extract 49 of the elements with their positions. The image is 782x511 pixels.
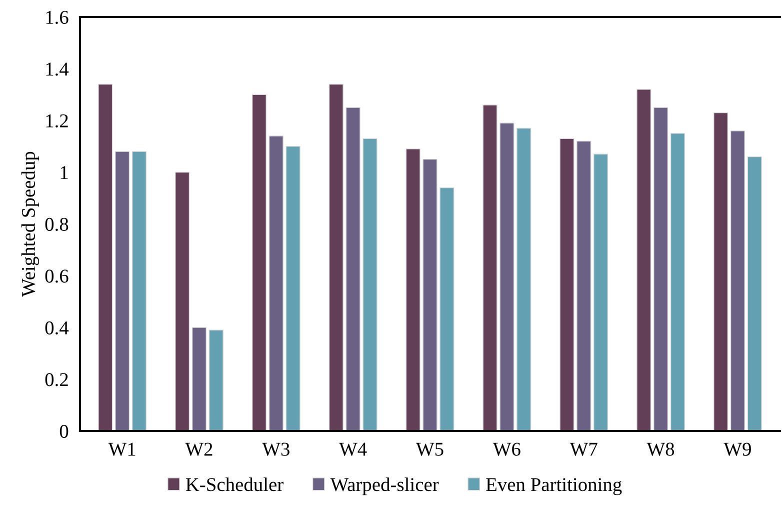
x-tick-label: W7 (570, 442, 598, 456)
bar (252, 94, 267, 431)
bar (208, 330, 224, 431)
bar (653, 107, 668, 431)
y-tick-label: 1.4 (46, 62, 69, 76)
bar (98, 84, 113, 431)
bar (516, 128, 532, 431)
bar (440, 187, 454, 431)
bar (670, 133, 685, 431)
bar (132, 151, 147, 431)
bar (115, 151, 130, 431)
x-tick-label: W9 (724, 442, 751, 456)
y-tick-label: 1.6 (46, 10, 68, 24)
y-tick-label: 0.2 (45, 373, 68, 386)
legend-label: K-Scheduler (186, 477, 284, 492)
bar (192, 327, 207, 431)
x-tick-label: W5 (416, 442, 444, 456)
bar (560, 138, 574, 431)
x-tick-label: W3 (262, 442, 290, 456)
y-tick-label: 0.4 (45, 321, 69, 335)
bar (346, 107, 360, 431)
bar (713, 112, 728, 431)
bar (576, 140, 592, 431)
y-tick-label: 1.2 (46, 114, 68, 128)
legend-label: Warped-slicer (330, 477, 439, 496)
y-tick-label: 0 (60, 424, 68, 438)
y-axis-title: Weighted Speedup (21, 152, 40, 297)
bar (482, 104, 498, 431)
x-tick-label: W8 (646, 442, 674, 456)
bar (730, 130, 745, 431)
bar (422, 158, 438, 431)
bar (406, 148, 420, 431)
bar (362, 138, 378, 431)
bar (593, 154, 608, 431)
y-tick-label: 0.8 (45, 218, 68, 232)
bar (636, 89, 652, 431)
x-tick-label: W1 (108, 442, 136, 456)
bar (500, 122, 514, 431)
bar (747, 156, 762, 431)
legend-label: Even Partitioning (486, 478, 622, 496)
x-tick-label: W2 (185, 442, 212, 456)
y-tick-label: 0.6 (45, 270, 68, 283)
y-tick-label: 1 (60, 166, 68, 179)
x-tick-label: W6 (492, 442, 520, 456)
x-tick-label: W4 (339, 442, 367, 456)
bar (268, 136, 284, 431)
bar (286, 146, 300, 431)
bar (328, 84, 344, 431)
bar (175, 172, 190, 431)
